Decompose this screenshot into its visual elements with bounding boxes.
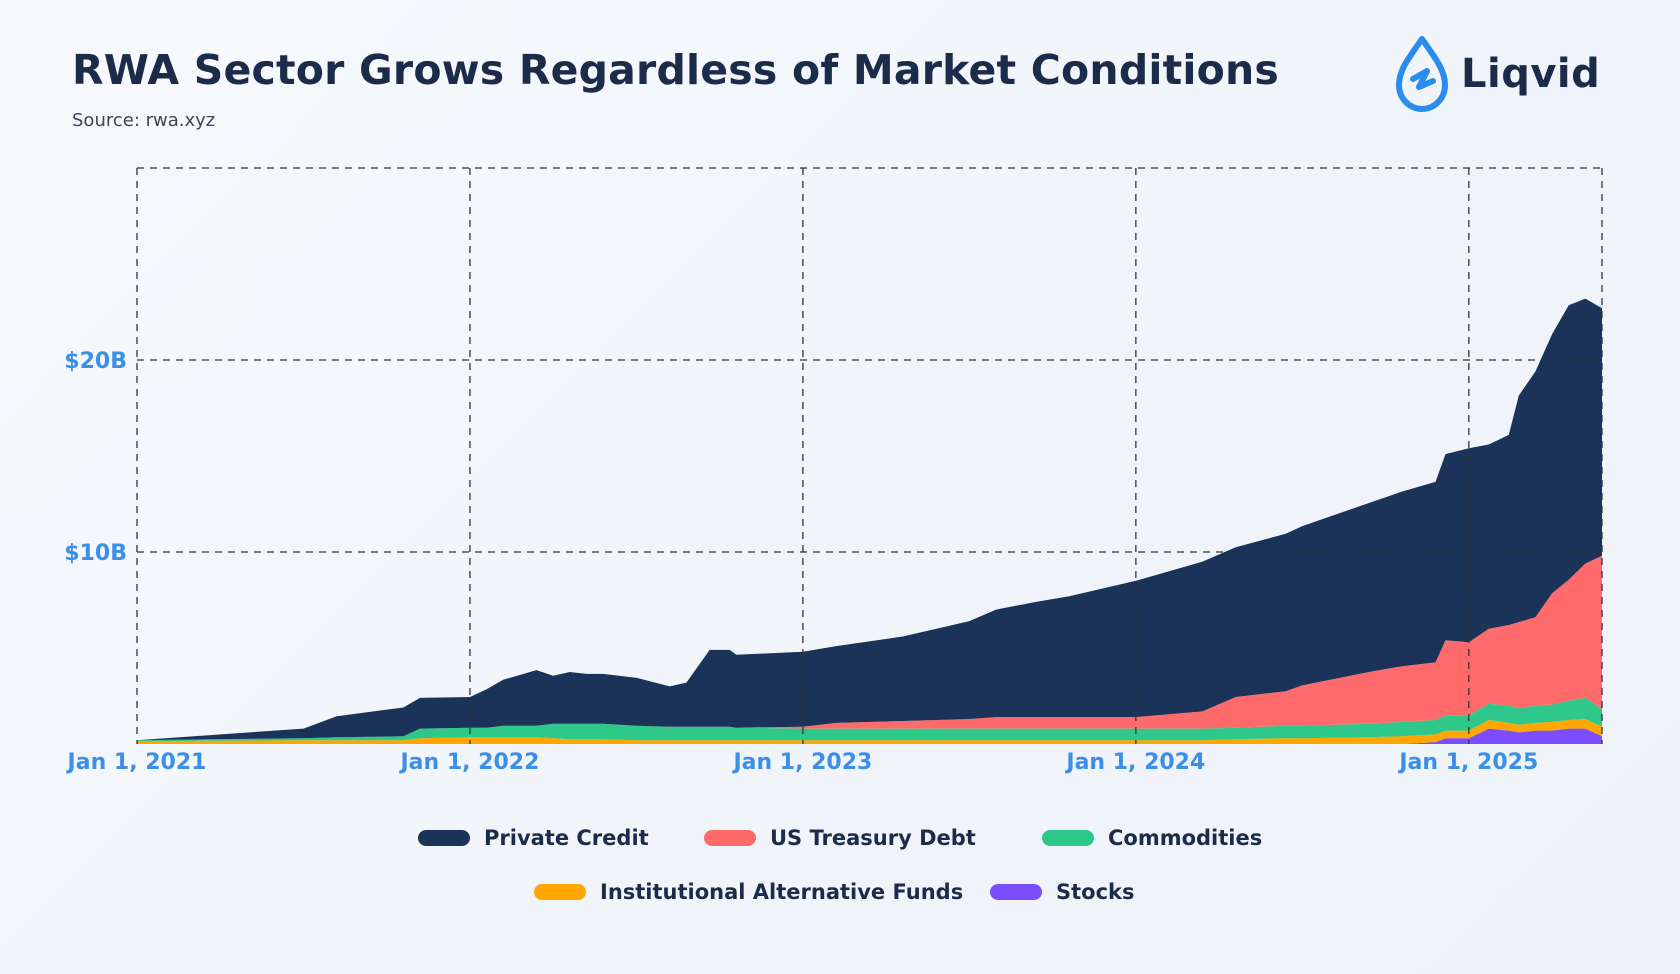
x-tick-label: Jan 1, 2024 — [1064, 750, 1205, 775]
legend-swatch — [534, 884, 586, 900]
legend-item-private-credit: Private Credit — [418, 826, 649, 850]
legend-item-stocks: Stocks — [990, 880, 1135, 904]
legend-swatch — [418, 830, 470, 846]
legend-item-us-treasury-debt: US Treasury Debt — [704, 826, 976, 850]
chart-title: RWA Sector Grows Regardless of Market Co… — [72, 46, 1280, 94]
x-tick-label: Jan 1, 2022 — [398, 750, 539, 775]
x-tick-label: Jan 1, 2023 — [731, 750, 872, 775]
legend-label: Commodities — [1108, 826, 1263, 850]
legend-swatch — [1042, 830, 1094, 846]
legend-label: US Treasury Debt — [770, 826, 976, 850]
legend-label: Stocks — [1056, 880, 1135, 904]
series-area-private-credit — [137, 298, 1602, 741]
series-area-stocks — [137, 728, 1602, 744]
brand-name: Liqvid — [1461, 51, 1601, 97]
legend-label: Private Credit — [484, 826, 649, 850]
legend-item-institutional-alternative-funds: Institutional Alternative Funds — [534, 880, 963, 904]
brand-logo: Liqvid — [1393, 34, 1603, 114]
legend-label: Institutional Alternative Funds — [600, 880, 964, 904]
legend-swatch — [990, 884, 1042, 900]
x-tick-label: Jan 1, 2021 — [66, 750, 207, 775]
chart-source: Source: rwa.xyz — [72, 110, 216, 131]
series-area-institutional-alternative-funds — [137, 719, 1602, 744]
x-tick-label: Jan 1, 2025 — [1397, 750, 1538, 775]
legend-swatch — [704, 830, 756, 846]
droplet-icon — [1396, 36, 1448, 112]
series-area-commodities — [137, 697, 1602, 742]
y-tick-label: $10B — [64, 541, 127, 566]
legend-item-commodities: Commodities — [1042, 826, 1262, 850]
y-tick-label: $20B — [64, 349, 127, 374]
